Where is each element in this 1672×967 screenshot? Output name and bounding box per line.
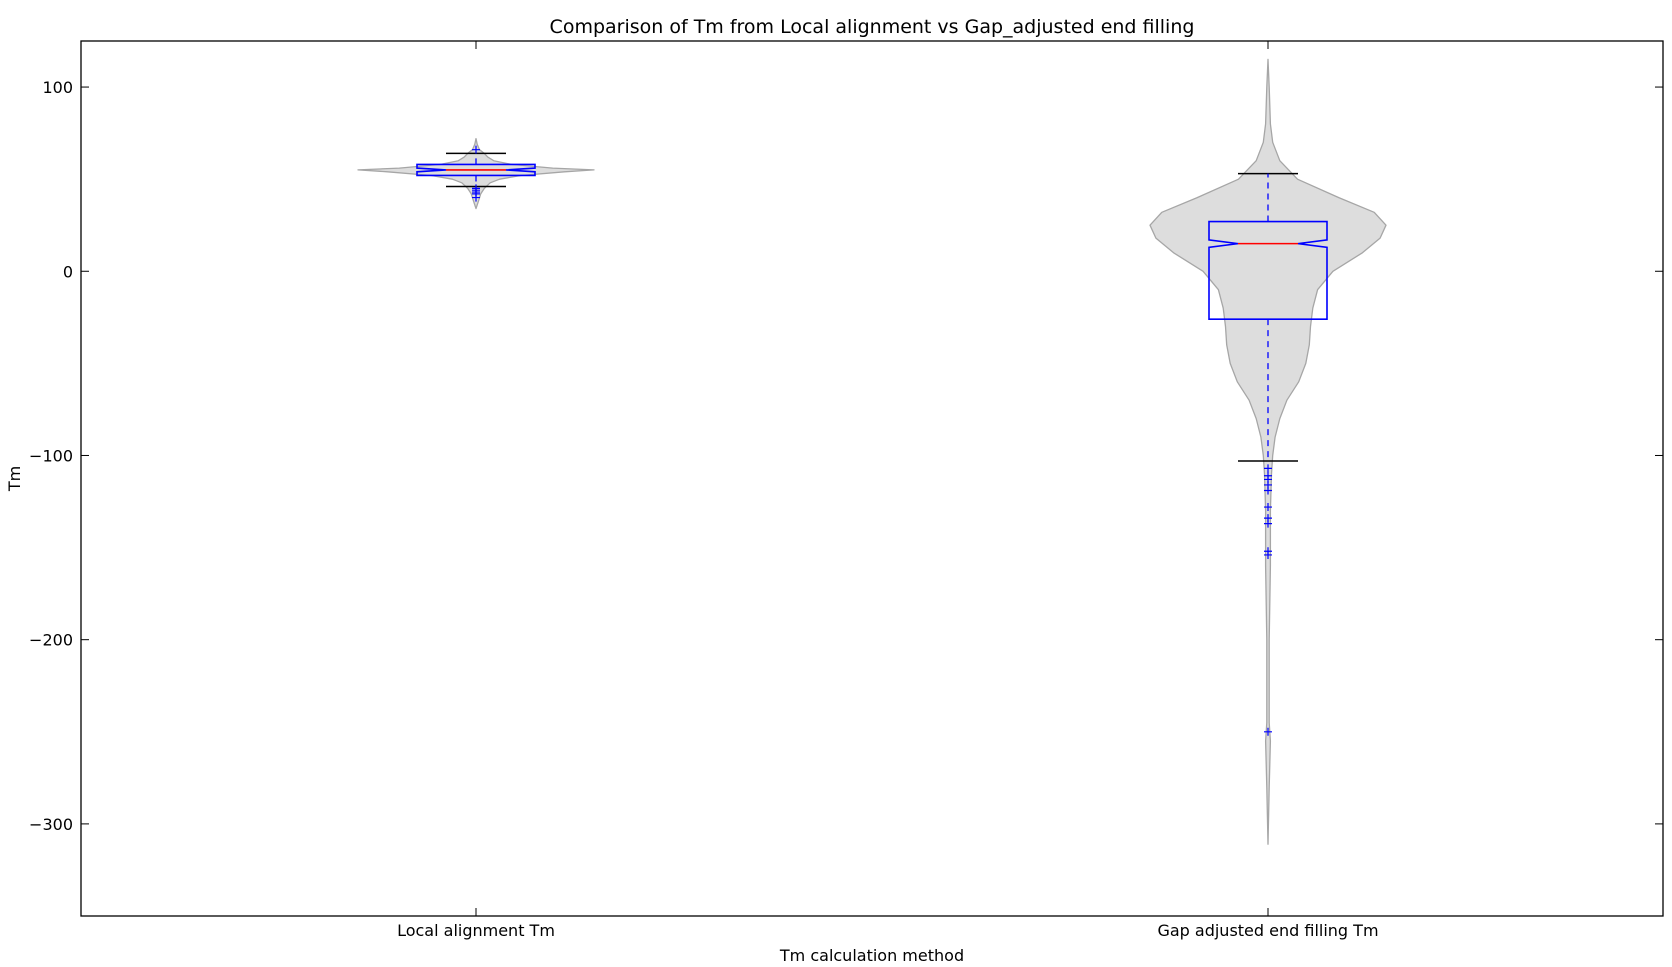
y-tick-label: −200 (29, 631, 73, 650)
y-axis-title: Tm (5, 466, 24, 492)
chart-title: Comparison of Tm from Local alignment vs… (550, 16, 1195, 38)
y-tick-label: −100 (29, 446, 73, 465)
x-tick-label: Gap adjusted end filling Tm (1157, 921, 1378, 940)
y-tick-label: 0 (63, 262, 73, 281)
x-axis-title: Tm calculation method (779, 946, 964, 965)
y-tick-label: −300 (29, 815, 73, 834)
x-tick-label: Local alignment Tm (397, 921, 555, 940)
y-tick-label: 100 (42, 78, 73, 97)
